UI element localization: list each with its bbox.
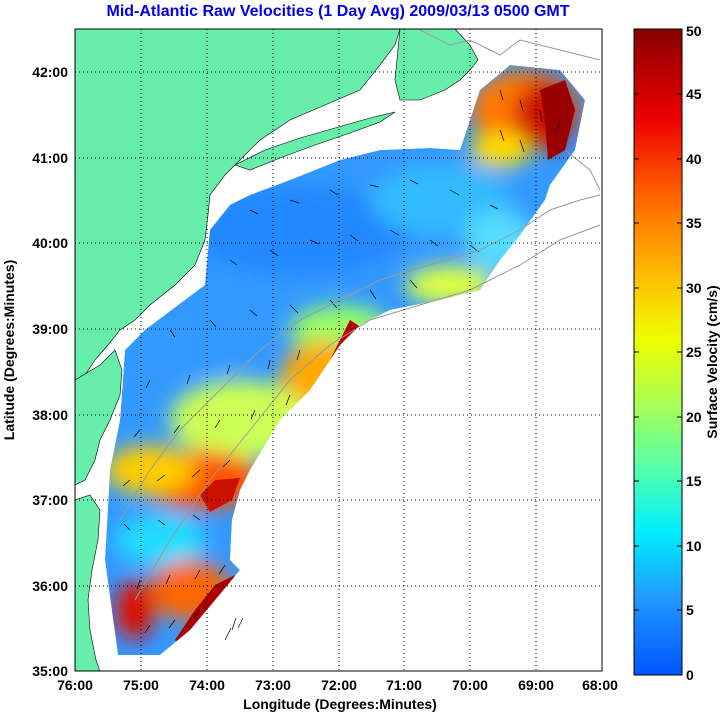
bathymetry-contours	[119, 29, 601, 601]
colorbar: 0 5 10 15 20 25 30 35 40 45 50 Surface V…	[633, 23, 720, 683]
chart-title: Mid-Atlantic Raw Velocities (1 Day Avg) …	[107, 3, 570, 20]
y-axis: 35:00 36:00 37:00 38:00 39:00 40:00 41:0…	[1, 64, 68, 679]
colorbar-tick-label: 20	[686, 409, 702, 425]
colorbar-tick-label: 10	[686, 538, 702, 554]
x-axis-label: Longitude (Degrees:Minutes)	[243, 696, 437, 712]
land-virginia-nc	[75, 494, 101, 671]
colorbar-gradient	[633, 28, 683, 676]
colorbar-tick-label: 30	[686, 280, 702, 296]
plot-frame	[74, 28, 603, 672]
y-tick-label: 38:00	[32, 407, 68, 423]
land-long-island	[234, 111, 396, 171]
x-tick-label: 75:00	[123, 677, 159, 693]
x-axis: 76:00 75:00 74:00 73:00 72:00 71:00 70:0…	[57, 677, 618, 712]
colorbar-tick-label: 5	[686, 602, 694, 618]
x-tick-label: 71:00	[386, 677, 422, 693]
x-tick-label: 74:00	[189, 677, 225, 693]
x-tick-label: 73:00	[255, 677, 291, 693]
y-tick-label: 36:00	[32, 578, 68, 594]
velocity-vectors	[122, 89, 561, 641]
colorbar-tick-label: 50	[686, 23, 702, 39]
x-tick-label: 76:00	[57, 677, 93, 693]
land-delmarva	[75, 349, 123, 486]
y-tick-label: 37:00	[32, 492, 68, 508]
y-tick-label: 41:00	[32, 150, 68, 166]
map-plot-area	[75, 29, 602, 671]
y-tick-label: 42:00	[32, 64, 68, 80]
colorbar-tick-label: 40	[686, 151, 702, 167]
x-tick-label: 68:00	[582, 677, 618, 693]
colorbar-tick-label: 15	[686, 473, 702, 489]
y-tick-label: 35:00	[32, 663, 68, 679]
colorbar-tick-label: 0	[686, 667, 694, 683]
colorbar-tick-label: 45	[686, 86, 702, 102]
colorbar-tick-label: 25	[686, 344, 702, 360]
land-cape-cod	[394, 29, 479, 101]
x-tick-label: 72:00	[321, 677, 357, 693]
land-northeast	[75, 29, 401, 381]
y-tick-label: 39:00	[32, 321, 68, 337]
x-tick-label: 70:00	[452, 677, 488, 693]
colorbar-label: Surface Velocity (cm/s)	[704, 285, 720, 438]
y-axis-label: Latitude (Degrees:Minutes)	[1, 260, 17, 440]
x-tick-label: 69:00	[518, 677, 554, 693]
colorbar-tick-label: 35	[686, 215, 702, 231]
y-tick-label: 40:00	[32, 235, 68, 251]
